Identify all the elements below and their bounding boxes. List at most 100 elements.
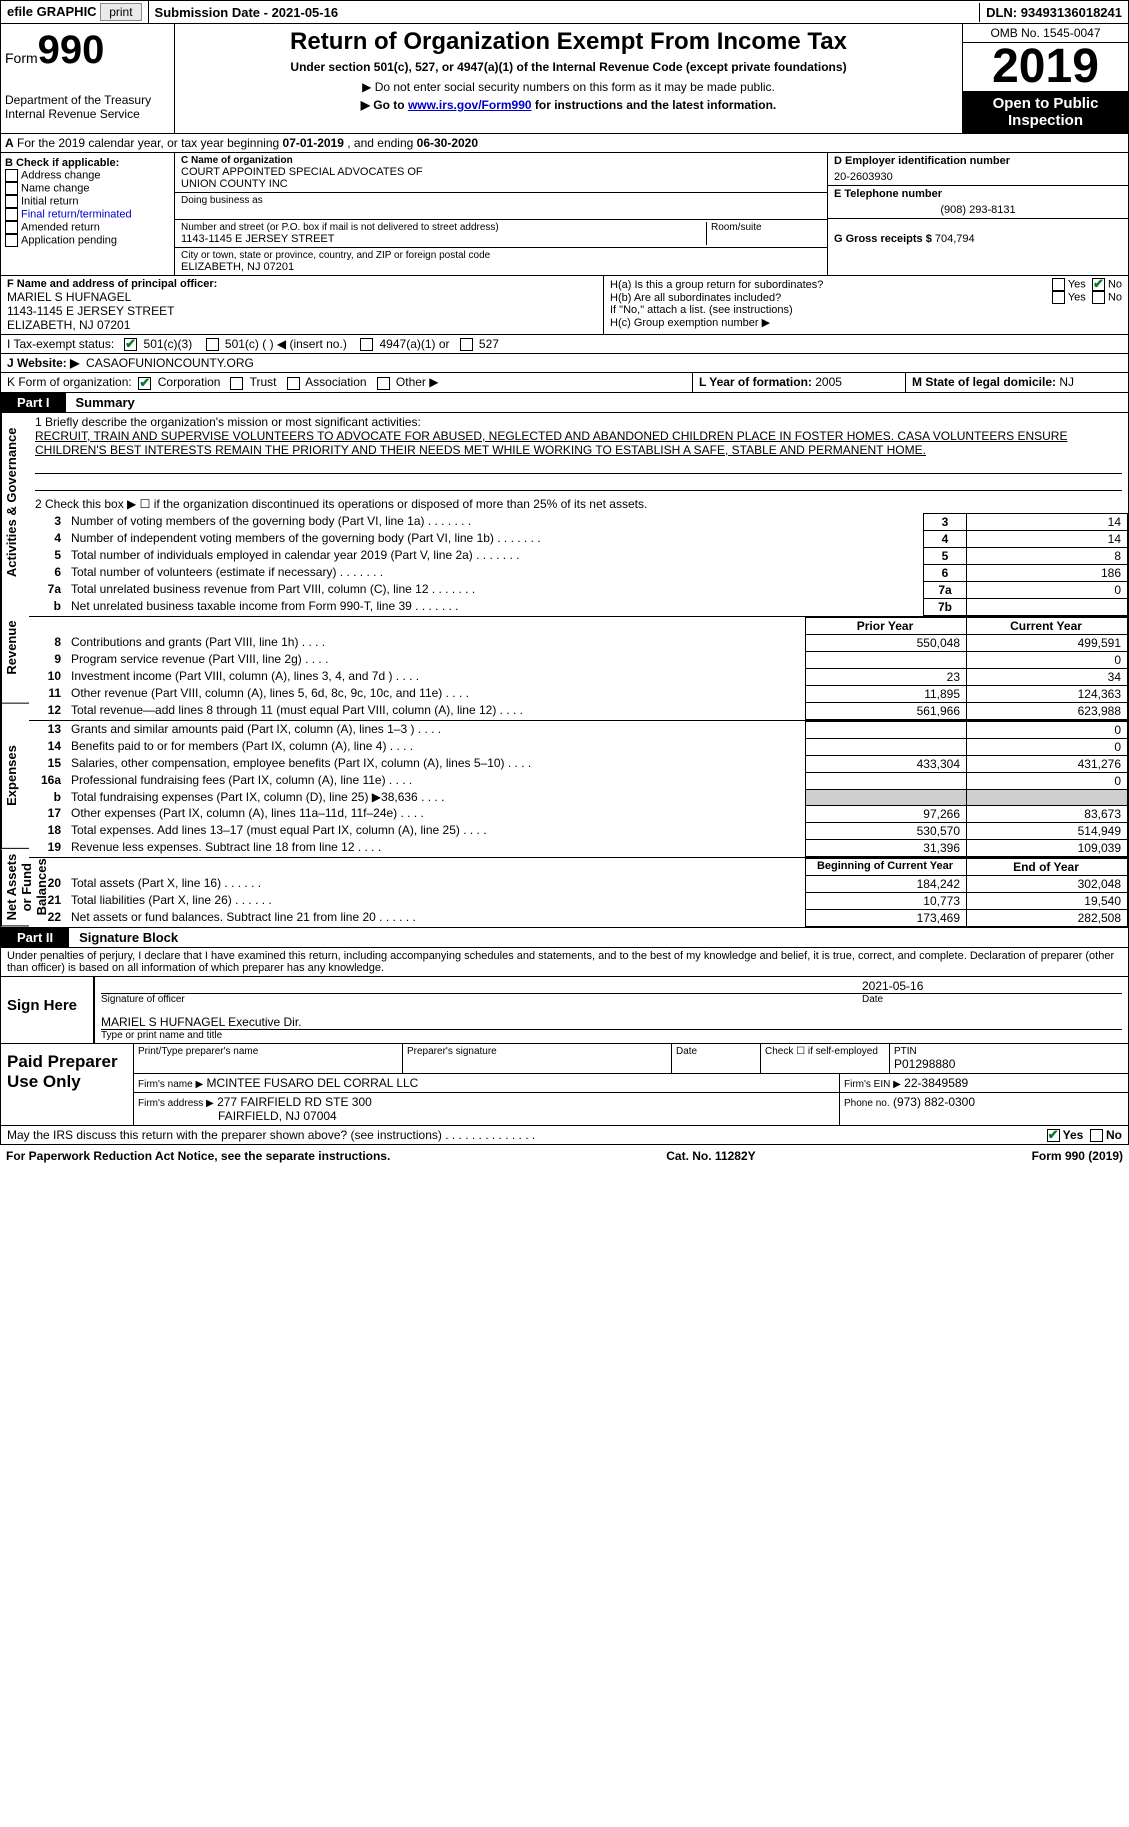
vlabel-exp: Expenses [1,703,29,849]
q2: 2 Check this box ▶ ☐ if the organization… [29,495,1128,513]
chk-501c[interactable] [206,338,219,351]
year-formation-label: L Year of formation: [699,375,815,389]
firm-addr-label: Firm's address ▶ [138,1098,214,1109]
q1: 1 Briefly describe the organization's mi… [29,413,1128,495]
year-formation: 2005 [815,375,842,389]
state-label: M State of legal domicile: [912,375,1059,389]
footer-right: Form 990 (2019) [1032,1149,1123,1163]
topbar: efile GRAPHIC print Submission Date - 20… [0,0,1129,24]
vlabel-rev: Revenue [1,592,29,704]
sig-officer-label: Signature of officer [101,994,862,1005]
phone-value: (908) 293-8131 [834,204,1122,216]
chk-address-change[interactable]: Address change [5,169,170,182]
vlabel-na: Net Assets or Fund Balances [1,849,29,926]
part1-header: Part I Summary [0,393,1129,413]
ag-table: 3Number of voting members of the governi… [29,513,1128,616]
firm-name: MCINTEE FUSARO DEL CORRAL LLC [207,1076,419,1090]
line-row: 22Net assets or fund balances. Subtract … [29,909,1128,926]
officer-printed: MARIEL S HUFNAGEL Executive Dir. [101,1005,1122,1030]
prep-date-label: Date [676,1046,756,1057]
chk-final-return[interactable]: Final return/terminated [5,208,170,221]
part2-title: Signature Block [69,928,188,947]
sig-date-label: Date [862,994,1122,1005]
city-label: City or town, state or province, country… [181,250,821,261]
prep-sig-label: Preparer's signature [407,1046,667,1057]
phone-label: E Telephone number [834,188,1122,200]
header-right: OMB No. 1545-0047 2019 Open to Public In… [962,24,1128,133]
print-button[interactable]: print [100,3,141,21]
chk-amended[interactable]: Amended return [5,221,170,234]
discuss-yesno[interactable]: Yes No [1047,1128,1122,1142]
ha-yesno[interactable]: Yes No [1052,278,1122,291]
chk-corp[interactable] [138,377,151,390]
line-row: 10Investment income (Part VIII, column (… [29,668,1128,685]
hdr-prior: Prior Year [806,617,967,634]
hb-yesno[interactable]: Yes No [1052,291,1122,304]
line-row: bTotal fundraising expenses (Part IX, co… [29,789,1128,805]
line-row: 8Contributions and grants (Part VIII, li… [29,634,1128,651]
sign-here: Sign Here [1,977,93,1043]
box-klm: K Form of organization: Corporation Trus… [0,373,1129,392]
line-row: 19Revenue less expenses. Subtract line 1… [29,839,1128,856]
dba-label: Doing business as [181,195,821,206]
footer-mid: Cat. No. 11282Y [666,1149,755,1163]
self-employed[interactable]: Check ☐ if self-employed [761,1044,890,1073]
header-mid: Return of Organization Exempt From Incom… [175,24,962,133]
ptin-value: P01298880 [894,1057,1124,1071]
street-address: 1143-1145 E JERSEY STREET [181,233,706,245]
line-row: 11Other revenue (Part VIII, column (A), … [29,685,1128,702]
entity-info-grid: B Check if applicable: Address change Na… [0,153,1129,276]
chk-4947[interactable] [360,338,373,351]
form-word: Form [5,50,38,66]
line-row: 20Total assets (Part X, line 16) . . . .… [29,875,1128,892]
part1-body: Activities & Governance Revenue Expenses… [0,413,1129,928]
line-row: 17Other expenses (Part IX, column (A), l… [29,805,1128,822]
form-subtitle: Under section 501(c), 527, or 4947(a)(1)… [179,60,958,74]
line-row: 4Number of independent voting members of… [29,530,1128,547]
line-row: 6Total number of volunteers (estimate if… [29,564,1128,581]
chk-initial-return[interactable]: Initial return [5,195,170,208]
line-row: 18Total expenses. Add lines 13–17 (must … [29,822,1128,839]
type-name-label: Type or print name and title [101,1030,1122,1041]
line-row: 14Benefits paid to or for members (Part … [29,738,1128,755]
box-b: B Check if applicable: Address change Na… [1,153,175,275]
hdr-curr: Current Year [967,617,1128,634]
dln: DLN: 93493136018241 [980,3,1128,22]
line-row: 7aTotal unrelated business revenue from … [29,581,1128,598]
sig-date: 2021-05-16 [862,979,923,993]
chk-name-change[interactable]: Name change [5,182,170,195]
ha-label: H(a) Is this a group return for subordin… [610,279,823,291]
firm-phone: (973) 882-0300 [893,1095,975,1109]
prep-name-label: Print/Type preparer's name [138,1046,398,1057]
rev-table: Prior Year Current Year 8Contributions a… [29,617,1128,720]
chk-pending[interactable]: Application pending [5,234,170,247]
dept-treasury: Department of the Treasury [5,93,170,107]
irs-link[interactable]: www.irs.gov/Form990 [408,98,532,112]
chk-assoc[interactable] [287,377,300,390]
website-label: J Website: ▶ [7,356,79,370]
dept-irs: Internal Revenue Service [5,107,170,121]
ein-label: D Employer identification number [834,155,1122,167]
chk-527[interactable] [460,338,473,351]
room-label: Room/suite [711,222,821,233]
box-b-header: B Check if applicable: [5,157,170,169]
gross-label: G Gross receipts $ [834,233,932,245]
org-name-2: UNION COUNTY INC [181,178,821,190]
footer-left: For Paperwork Reduction Act Notice, see … [6,1149,390,1163]
firm-phone-label: Phone no. [844,1098,890,1109]
firm-name-label: Firm's name ▶ [138,1079,203,1090]
vlabel-ag: Activities & Governance [1,413,29,592]
line-row: 9Program service revenue (Part VIII, lin… [29,651,1128,668]
part2-tab: Part II [1,928,69,947]
hb-note: If "No," attach a list. (see instruction… [610,304,1122,316]
form-number: 990 [38,28,105,72]
note-goto: ▶ Go to www.irs.gov/Form990 for instruct… [179,98,958,112]
chk-501c3[interactable] [124,338,137,351]
header-left: Form990 Department of the Treasury Inter… [1,24,175,133]
exp-table: 13Grants and similar amounts paid (Part … [29,721,1128,857]
chk-other[interactable] [377,377,390,390]
submission-date: Submission Date - 2021-05-16 [149,3,981,22]
firm-ein-label: Firm's EIN ▶ [844,1079,901,1090]
box-c: C Name of organization COURT APPOINTED S… [175,153,827,275]
chk-trust[interactable] [230,377,243,390]
